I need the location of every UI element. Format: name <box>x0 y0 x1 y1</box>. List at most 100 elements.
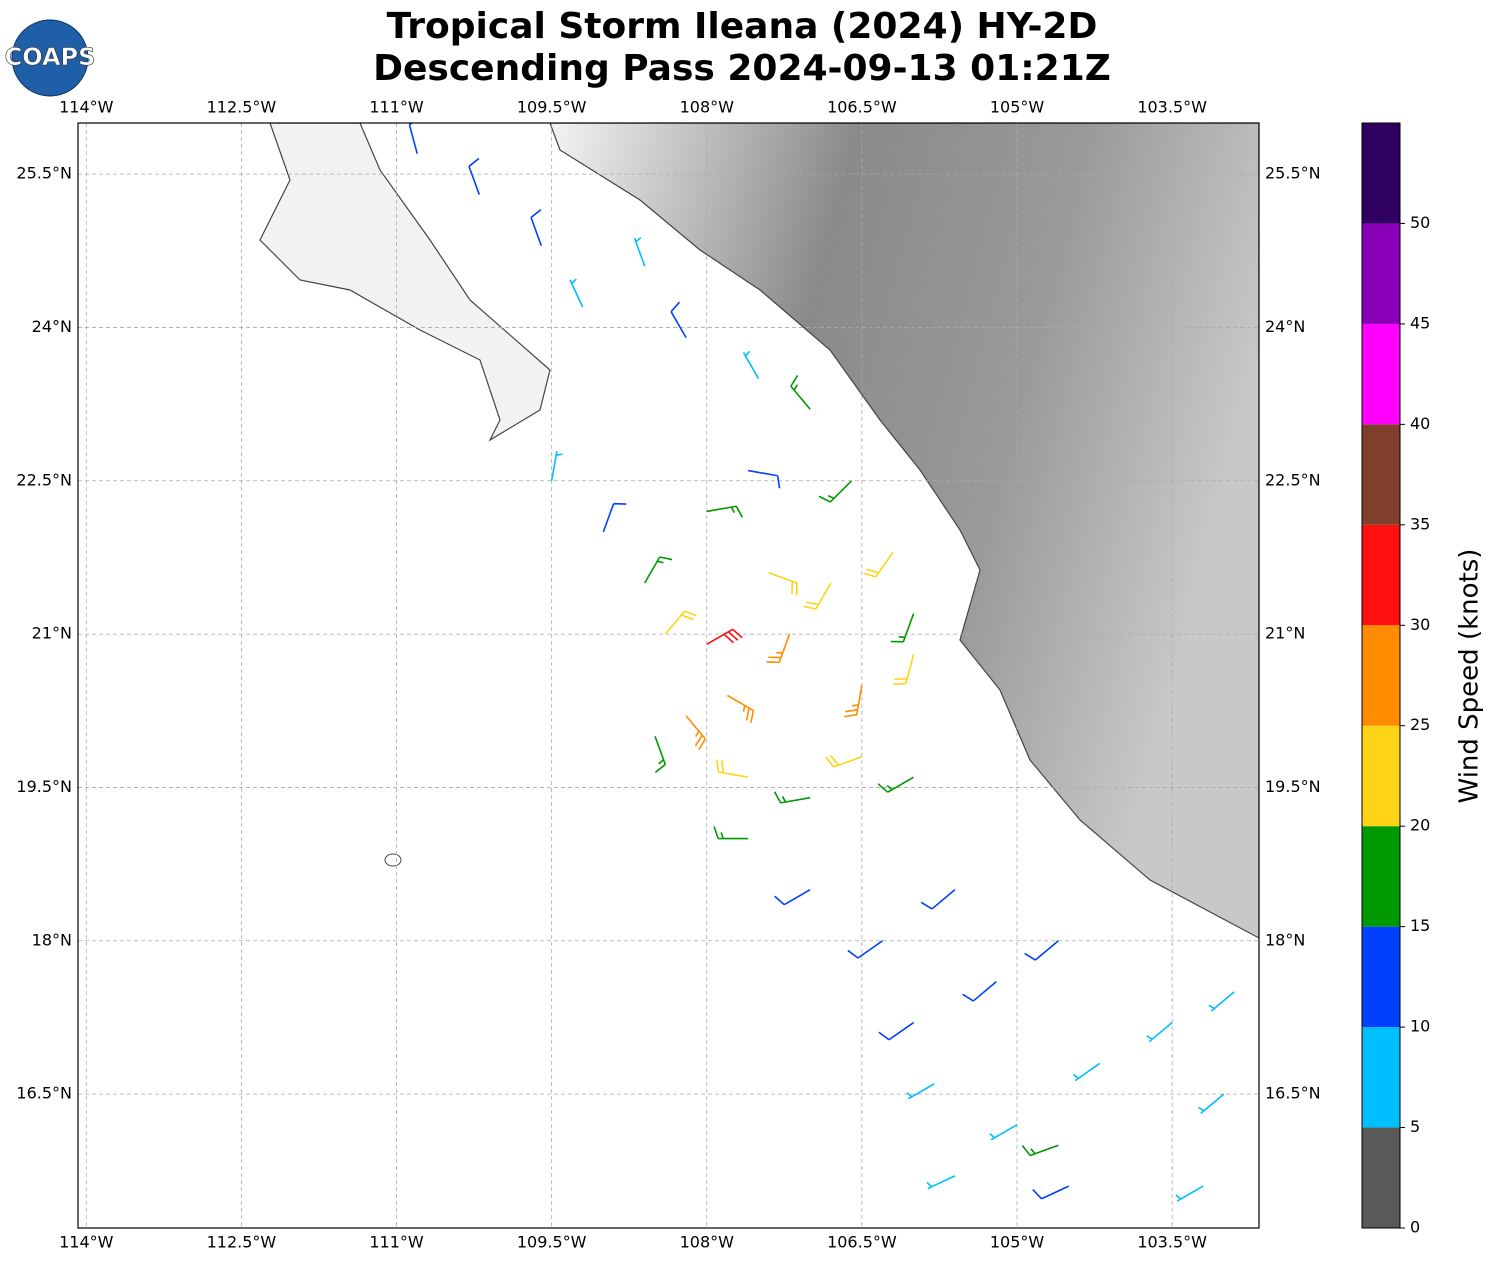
colorbar-tick-label: 25 <box>1410 715 1430 734</box>
wind-barb <box>1024 940 1059 961</box>
y-tick-label: 16.5°N <box>1265 1084 1321 1103</box>
wind-barb <box>962 981 997 1002</box>
wind-barb <box>706 628 743 646</box>
wind-barb <box>1198 1093 1225 1114</box>
wind-barb <box>569 278 584 308</box>
x-tick-label: 105°W <box>990 98 1045 117</box>
y-tick-label: 19.5°N <box>16 777 72 796</box>
x-tick-label: 114°W <box>59 1233 114 1252</box>
x-tick-label: 111°W <box>369 98 424 117</box>
y-tick-label: 25.5°N <box>16 164 72 183</box>
colorbar-segment <box>1362 223 1400 324</box>
wind-barb <box>1072 1062 1101 1082</box>
colorbar-tick-label: 15 <box>1410 916 1430 935</box>
wind-barb <box>926 1175 956 1190</box>
logo-text: COAPS <box>5 43 96 71</box>
colorbar-tick-label: 40 <box>1410 414 1430 433</box>
wind-barb <box>550 451 563 481</box>
wind-barb <box>989 1124 1018 1141</box>
wind-barb <box>877 776 914 793</box>
wind-barb <box>727 694 755 723</box>
colorbar-segment <box>1362 123 1400 224</box>
colorbar-segment <box>1362 725 1400 827</box>
y-tick-label: 21°N <box>1265 624 1305 643</box>
colorbar-tick-label: 5 <box>1410 1117 1420 1136</box>
wind-barb <box>766 633 791 664</box>
wind-barb <box>1175 1185 1204 1202</box>
x-tick-label: 111°W <box>369 1233 424 1252</box>
colorbar-segment <box>1362 424 1400 525</box>
colorbar-segment <box>1362 926 1400 1028</box>
y-tick-label: 19.5°N <box>1265 777 1321 796</box>
x-tick-label: 109.5°W <box>517 1233 587 1252</box>
colorbar-segment <box>1362 826 1400 927</box>
colorbar-segment <box>1362 1127 1400 1228</box>
wind-barb <box>803 582 832 610</box>
x-tick-label: 105°W <box>990 1233 1045 1252</box>
wind-barb <box>654 736 667 774</box>
wind-barb <box>890 613 915 643</box>
wind-barb <box>893 654 915 686</box>
wind-barb <box>713 826 749 840</box>
y-tick-label: 16.5°N <box>16 1084 72 1103</box>
x-tick-label: 114°W <box>59 98 114 117</box>
y-tick-label: 24°N <box>32 317 72 336</box>
wind-barb <box>774 888 811 906</box>
wind-barb <box>844 685 863 718</box>
colorbar-label: Wind Speed (knots) <box>1455 549 1485 804</box>
wind-barb <box>468 157 481 195</box>
wind-barb <box>825 754 863 768</box>
x-tick-label: 103.5°W <box>1137 98 1207 117</box>
wind-barb <box>633 237 646 267</box>
wind-barb <box>715 759 749 778</box>
y-tick-label: 21°N <box>32 624 72 643</box>
wind-barb <box>920 889 956 910</box>
wind-barb <box>706 505 744 518</box>
wind-barb <box>602 502 627 533</box>
logo: COAPS <box>4 19 96 97</box>
x-tick-label: 112.5°W <box>207 1233 277 1252</box>
colorbar-segment <box>1362 524 1400 626</box>
wind-barb <box>1208 991 1235 1012</box>
wind-barb <box>863 551 894 578</box>
y-tick-label: 22.5°N <box>1265 470 1321 489</box>
wind-barb <box>878 1021 915 1041</box>
wind-barb <box>742 350 760 379</box>
y-tick-label: 22.5°N <box>16 470 72 489</box>
colorbar-tick-label: 45 <box>1410 313 1430 332</box>
gridlines <box>78 123 1259 1228</box>
x-tick-label: 108°W <box>680 98 735 117</box>
logo-globe <box>11 19 89 97</box>
wind-barb <box>1146 1021 1173 1043</box>
x-tick-label: 109.5°W <box>517 98 587 117</box>
y-tick-label: 18°N <box>1265 930 1305 949</box>
y-tick-label: 25.5°N <box>1265 164 1321 183</box>
colorbar-tick-label: 35 <box>1410 514 1430 533</box>
colorbar-frame <box>1361 122 1401 1229</box>
x-tick-label: 103.5°W <box>1137 1233 1207 1252</box>
wind-barb <box>747 469 781 489</box>
chart-title: Tropical Storm Ileana (2024) HY-2D <box>387 6 1098 47</box>
wind-barb <box>773 791 811 804</box>
colorbar: 0 5 10 15 20 25 30 35 40 45 50 <box>1361 122 1430 1237</box>
map-frame <box>77 122 1260 1229</box>
wind-barb <box>685 715 707 751</box>
chart-subtitle: Descending Pass 2024-09-13 01:21Z <box>373 48 1111 89</box>
colorbar-tick-label: 30 <box>1410 615 1430 634</box>
wind-barb <box>790 375 811 410</box>
wind-barb <box>906 1083 935 1100</box>
y-tick-label: 18°N <box>32 930 72 949</box>
wind-barb <box>644 556 673 584</box>
wind-barb <box>818 480 853 503</box>
x-tick-label: 112.5°W <box>207 98 277 117</box>
colorbar-segment <box>1362 625 1400 726</box>
wind-barb <box>1021 1144 1059 1157</box>
colorbar-tick-label: 0 <box>1410 1218 1420 1237</box>
wind-barb <box>530 208 543 246</box>
colorbar-segment <box>1362 323 1400 425</box>
colorbar-tick-label: 10 <box>1410 1017 1430 1036</box>
colorbar-tick-label: 20 <box>1410 816 1430 835</box>
x-tick-label: 106.5°W <box>827 98 897 117</box>
wind-barb <box>768 572 798 596</box>
